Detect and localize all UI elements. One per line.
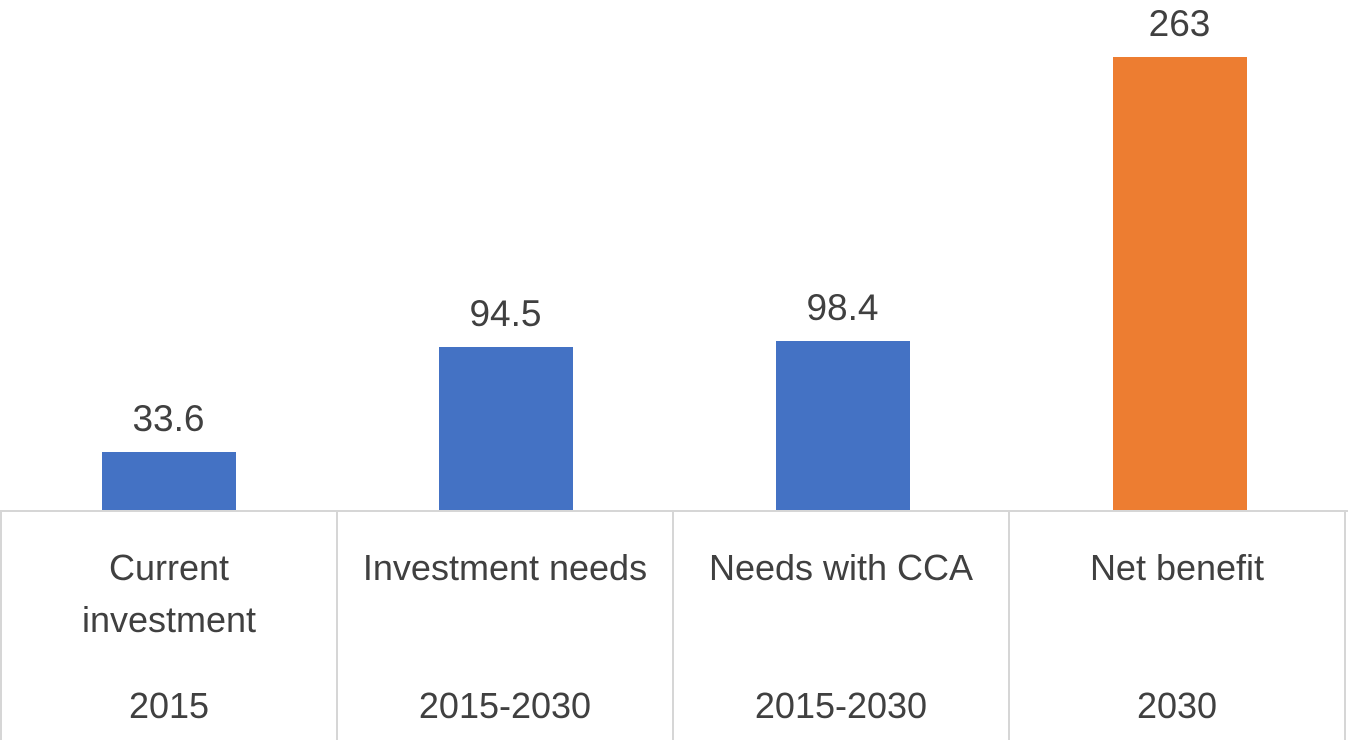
data-label: 33.6 bbox=[132, 398, 205, 440]
category-label: Investment needs bbox=[362, 547, 648, 588]
bar-current-investment bbox=[101, 452, 236, 510]
plot-area: 33.6 94.5 98.4 263 bbox=[0, 0, 1348, 510]
bar-group-investment-needs: 94.5 bbox=[337, 0, 674, 510]
category-label: Net benefit bbox=[1089, 547, 1265, 588]
axis-cell-needs-with-cca: Needs with CCA 2015-2030 bbox=[674, 512, 1010, 740]
bar-group-net-benefit: 263 bbox=[1011, 0, 1348, 510]
category-axis: Current investment 2015 Investment needs… bbox=[0, 510, 1348, 740]
bar-group-current-investment: 33.6 bbox=[0, 0, 337, 510]
data-label: 263 bbox=[1148, 3, 1211, 45]
category-label: Current investment bbox=[81, 547, 257, 641]
bar-needs-with-cca bbox=[775, 341, 910, 510]
axis-cell-net-benefit: Net benefit 2030 bbox=[1010, 512, 1346, 740]
data-label: 98.4 bbox=[806, 287, 879, 329]
period-label: 2015 bbox=[128, 685, 210, 726]
period-label: 2015-2030 bbox=[418, 685, 592, 726]
bar-group-needs-with-cca: 98.4 bbox=[674, 0, 1011, 510]
axis-cell-investment-needs: Investment needs 2015-2030 bbox=[338, 512, 674, 740]
category-label: Needs with CCA bbox=[708, 547, 974, 588]
data-label: 94.5 bbox=[469, 293, 542, 335]
bar-investment-needs bbox=[438, 347, 573, 510]
bar-net-benefit bbox=[1112, 57, 1247, 510]
period-label: 2030 bbox=[1136, 685, 1218, 726]
axis-cell-current-investment: Current investment 2015 bbox=[2, 512, 338, 740]
period-label: 2015-2030 bbox=[754, 685, 928, 726]
